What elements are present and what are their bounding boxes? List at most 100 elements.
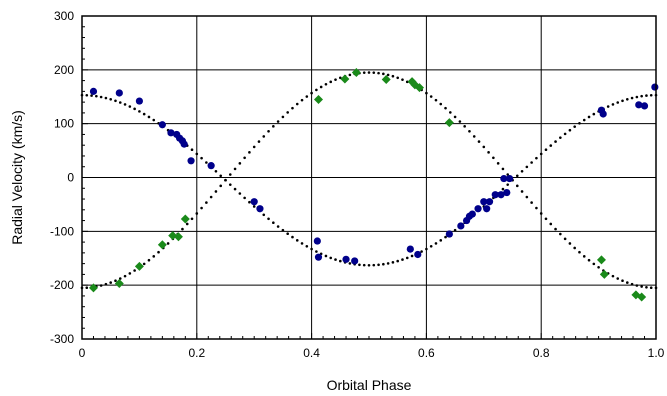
- fit-dot-1: [123, 274, 127, 278]
- series2-point: [351, 68, 361, 78]
- fit-dot-1: [181, 227, 184, 231]
- y-tick-label: 200: [54, 63, 74, 77]
- fit-dot-1: [166, 242, 170, 245]
- series2-point: [134, 261, 144, 271]
- fit-dot-0: [128, 105, 132, 108]
- fit-dot-0: [300, 242, 304, 245]
- fit-dot-0: [377, 263, 380, 267]
- fit-dot-1: [554, 227, 557, 231]
- series2-point: [340, 74, 350, 84]
- fit-dot-1: [372, 71, 376, 74]
- fit-dot-0: [549, 144, 553, 147]
- fit-dot-1: [295, 102, 299, 106]
- fit-dot-0: [118, 101, 122, 104]
- fit-dot-0: [410, 254, 414, 258]
- fit-dot-0: [99, 95, 103, 99]
- fit-dot-1: [501, 167, 505, 171]
- fit-dot-1: [104, 282, 108, 286]
- fit-dot-1: [147, 258, 151, 262]
- fit-dot-1: [152, 255, 156, 258]
- series1-point: [474, 205, 482, 213]
- y-tick-label: 100: [54, 117, 74, 131]
- fit-dot-1: [257, 140, 261, 143]
- fit-dot-1: [549, 222, 553, 226]
- fit-dot-1: [190, 217, 194, 221]
- fit-dot-0: [339, 259, 342, 263]
- fit-dot-1: [195, 212, 199, 215]
- fit-dot-1: [640, 285, 643, 288]
- x-axis-label: Orbital Phase: [327, 377, 412, 393]
- fit-dot-0: [295, 239, 299, 242]
- fit-dot-1: [262, 135, 266, 138]
- fit-dot-1: [362, 71, 366, 74]
- fit-dot-0: [573, 125, 576, 128]
- fit-dot-1: [429, 95, 433, 98]
- fit-dot-1: [482, 145, 486, 149]
- fit-dot-1: [630, 282, 634, 286]
- fit-dot-0: [348, 262, 352, 265]
- fit-dot-0: [525, 165, 529, 169]
- fit-dot-1: [439, 102, 443, 106]
- fit-dot-1: [535, 206, 538, 210]
- fit-dot-1: [233, 167, 237, 171]
- fit-dot-0: [568, 128, 572, 132]
- fit-dot-0: [152, 118, 156, 122]
- fit-dot-0: [554, 140, 557, 143]
- fit-dot-0: [535, 156, 538, 160]
- series1-point: [480, 198, 488, 206]
- y-axis-label: Radial Velocity (km/s): [9, 110, 25, 245]
- fit-dot-0: [109, 97, 112, 101]
- fit-dot-1: [391, 74, 395, 78]
- series2-point: [444, 118, 454, 128]
- fit-dot-1: [291, 106, 294, 110]
- series1-point: [491, 191, 499, 199]
- fit-dot-0: [649, 93, 653, 97]
- series2-point: [88, 283, 98, 293]
- fit-dot-0: [367, 263, 371, 267]
- fit-dot-1: [559, 232, 562, 236]
- x-tick-label: 1.0: [648, 346, 665, 360]
- y-tick-labels: -300 -200 -100 0 100 200 300: [50, 9, 74, 346]
- fit-dot-0: [219, 174, 223, 178]
- series1-point: [342, 255, 350, 263]
- fit-dot-1: [386, 73, 390, 77]
- fit-dot-0: [142, 112, 146, 116]
- fit-dot-0: [559, 136, 562, 139]
- fit-dot-1: [539, 212, 543, 215]
- fit-dot-0: [453, 228, 457, 232]
- series1-point: [497, 191, 505, 199]
- fit-dot-1: [324, 82, 328, 86]
- fit-dot-1: [157, 250, 160, 254]
- fit-dot-0: [396, 259, 400, 263]
- fit-dot-0: [358, 263, 361, 267]
- fit-dot-0: [592, 112, 596, 116]
- fit-dot-1: [219, 184, 223, 188]
- fit-dot-1: [587, 258, 591, 262]
- fit-dot-0: [439, 239, 443, 242]
- series2-point: [114, 279, 124, 289]
- fit-dot-0: [444, 235, 447, 239]
- fit-dot-1: [453, 115, 457, 119]
- series1-point: [483, 205, 491, 213]
- series1-point: [506, 174, 514, 183]
- fit-dot-1: [635, 284, 639, 287]
- series1-point: [503, 188, 511, 197]
- fit-dot-0: [386, 262, 390, 265]
- fit-dot-0: [205, 161, 208, 164]
- fit-dot-0: [429, 244, 433, 248]
- fit-dot-1: [616, 277, 620, 280]
- fit-dot-0: [262, 213, 266, 217]
- fit-dot-1: [597, 265, 600, 269]
- fit-dot-1: [472, 135, 476, 138]
- series1-point: [167, 129, 175, 137]
- fit-dot-1: [315, 88, 318, 92]
- fit-dot-1: [621, 279, 624, 283]
- fit-dot-1: [243, 156, 246, 160]
- fit-dot-1: [205, 201, 208, 204]
- series1-point: [485, 198, 494, 206]
- fit-dot-0: [291, 235, 294, 239]
- series1-point: [314, 253, 323, 261]
- fit-dot-0: [611, 103, 615, 106]
- fit-dot-1: [377, 71, 380, 75]
- fit-dot-0: [391, 261, 395, 264]
